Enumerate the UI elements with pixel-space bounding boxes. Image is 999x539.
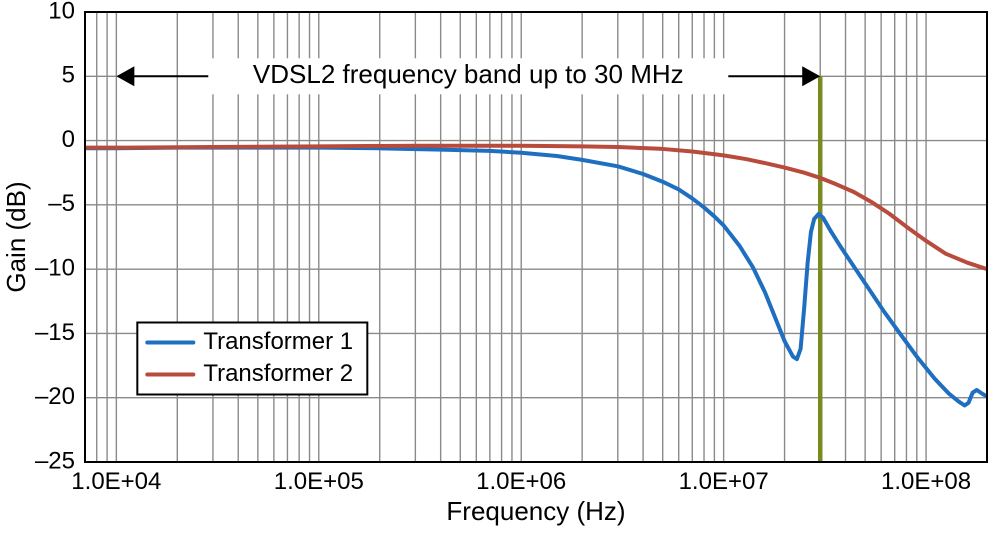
y-tick-label: –5 — [48, 190, 75, 217]
legend-label-2: Transformer 2 — [203, 360, 353, 387]
y-tick-label: –10 — [35, 254, 75, 281]
vdsl2-annotation: VDSL2 frequency band up to 30 MHz — [116, 58, 820, 94]
legend: Transformer 1 Transformer 2 — [137, 323, 367, 395]
annotation-text: VDSL2 frequency band up to 30 MHz — [253, 59, 684, 89]
y-tick-label: –15 — [35, 319, 75, 346]
x-tick-label: 1.0E+05 — [274, 468, 364, 495]
x-tick-label: 1.0E+04 — [71, 468, 161, 495]
y-tick-label: 5 — [62, 62, 75, 89]
x-axis-label: Frequency (Hz) — [446, 496, 625, 526]
x-tick-label: 1.0E+07 — [679, 468, 769, 495]
gain-vs-frequency-chart: VDSL2 frequency band up to 30 MHz Transfo… — [0, 0, 999, 539]
x-tick-label: 1.0E+08 — [881, 468, 971, 495]
y-tick-label: 10 — [48, 0, 75, 24]
y-tick-label: 0 — [62, 126, 75, 153]
x-tick-label: 1.0E+06 — [476, 468, 566, 495]
legend-label-1: Transformer 1 — [203, 328, 353, 355]
y-tick-label: –25 — [35, 447, 75, 474]
y-axis-label: Gain (dB) — [1, 181, 31, 292]
y-tick-label: –20 — [35, 383, 75, 410]
chart-container: { "chart": { "type": "line", "width": 99… — [0, 0, 999, 539]
